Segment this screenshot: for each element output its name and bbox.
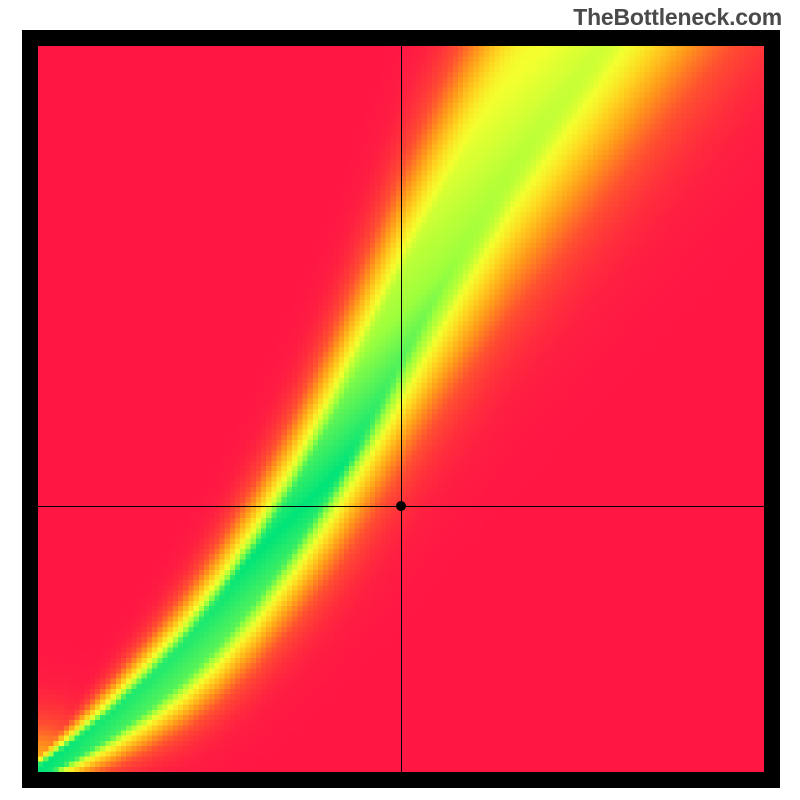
crosshair-vertical	[401, 46, 402, 772]
plot-frame	[22, 30, 780, 788]
page-root: TheBottleneck.com	[0, 0, 800, 800]
watermark-text: TheBottleneck.com	[573, 4, 782, 31]
selection-marker	[396, 501, 406, 511]
